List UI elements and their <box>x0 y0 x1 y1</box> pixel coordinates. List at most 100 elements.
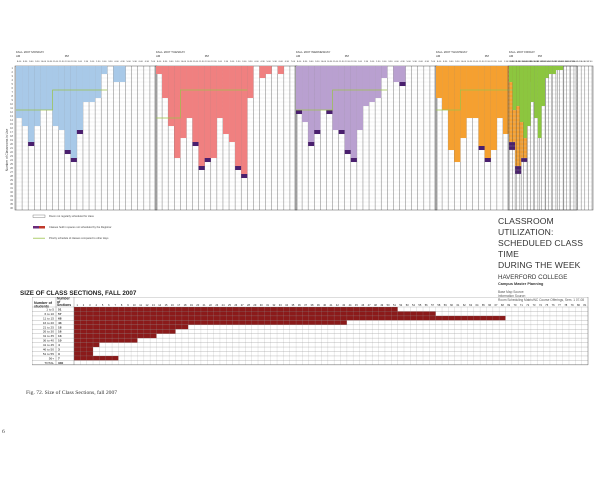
time-tick-label: 11:00 <box>333 61 339 63</box>
y-tick-label: 29 <box>10 178 13 182</box>
day-label: FALL 2007 TUESDAY <box>156 50 185 54</box>
time-tick-label: 6:30 <box>285 61 290 63</box>
usage-bar <box>302 66 309 122</box>
time-tick-label: 3:30 <box>108 61 113 63</box>
column-number: 45 <box>355 303 358 307</box>
row-label: 51 to 55 <box>43 352 54 356</box>
usage-bar <box>484 66 491 158</box>
column-number: 57 <box>431 303 434 307</box>
usage-bar <box>28 66 35 142</box>
column-number: 22 <box>209 303 212 307</box>
time-tick-label: 4:00 <box>114 61 119 63</box>
usage-bar <box>235 66 242 166</box>
row-label: 16 to 20 <box>43 321 54 325</box>
usage-bar <box>515 66 522 166</box>
capacity-line <box>16 89 108 111</box>
y-tick-label: 15 <box>10 122 13 126</box>
col-header-students: Number of students <box>34 301 53 309</box>
y-tick-label: 32 <box>10 190 13 194</box>
usage-bar <box>490 66 497 150</box>
time-tick-label: 2:30 <box>516 61 521 63</box>
section-bar <box>74 333 157 339</box>
time-tick-label: 8:00 <box>437 61 442 63</box>
usage-bar <box>332 66 339 130</box>
column-number: 61 <box>456 303 459 307</box>
overflow-bar <box>484 158 491 162</box>
time-tick-label: 1:00 <box>545 61 550 63</box>
time-tick-label: 3:00 <box>559 61 564 63</box>
am-label: AM <box>156 54 161 58</box>
overflow-bar <box>198 166 205 170</box>
time-tick-label: 9:00 <box>516 61 521 63</box>
time-tick-label: 4:30 <box>570 61 575 63</box>
y-tick-label: 3 <box>12 74 14 78</box>
time-tick-label: 3:00 <box>522 61 527 63</box>
time-tick-label: 7:00 <box>588 61 593 63</box>
usage-bar <box>356 66 363 130</box>
row-section-count: 3 <box>58 352 60 356</box>
time-tick-label: 8:00 <box>157 61 162 63</box>
row-section-count: 43 <box>58 321 62 325</box>
column-number: 49 <box>380 303 383 307</box>
usage-bar <box>326 66 333 110</box>
time-tick-label: 10:00 <box>41 61 47 63</box>
y-tick-label: 17 <box>10 130 13 134</box>
am-label: AM <box>509 54 514 58</box>
time-tick-label: 3:30 <box>563 61 568 63</box>
column-number: 10 <box>133 303 136 307</box>
column-number: 34 <box>285 303 288 307</box>
time-tick-label: 10:30 <box>327 61 333 63</box>
usage-bar <box>516 66 520 106</box>
column-number: 15 <box>165 303 168 307</box>
usage-bar <box>296 66 303 110</box>
overflow-bar <box>235 166 242 170</box>
time-tick-label: 11:30 <box>59 61 65 63</box>
usage-bar <box>375 66 382 98</box>
y-tick-label: 12 <box>10 110 13 114</box>
source-notes: Base Map Source: Information Source: Roo… <box>498 290 600 303</box>
legend-swatch <box>33 226 39 229</box>
info-source-value: Room Scheduling Matrix/NC Course Offerin… <box>498 298 585 303</box>
time-tick-label: 10:00 <box>181 61 187 63</box>
usage-bar <box>95 66 102 98</box>
usage-bar <box>454 66 461 162</box>
time-tick-label: 8:30 <box>303 61 308 63</box>
day-label: FALL 2007 WEDNESDAY <box>296 50 330 54</box>
overflow-bar <box>344 150 351 154</box>
time-tick-label: 11:00 <box>530 61 536 63</box>
time-tick-label: 4:30 <box>260 61 265 63</box>
column-number: 3 <box>89 303 91 307</box>
column-number: 20 <box>196 303 199 307</box>
time-tick-label: 5:00 <box>546 61 551 63</box>
y-tick-label: 7 <box>12 90 14 94</box>
row-section-count: 68 <box>58 316 62 320</box>
column-number: 78 <box>564 303 567 307</box>
usage-bar <box>180 66 187 138</box>
usage-bar <box>70 66 77 158</box>
column-number: 76 <box>552 303 555 307</box>
y-tick-label: 8 <box>12 94 14 98</box>
time-tick-label: 2:30 <box>556 61 561 63</box>
usage-bar <box>512 66 517 110</box>
column-number: 59 <box>444 303 447 307</box>
usage-bar <box>277 66 284 74</box>
y-tick-label: 2 <box>12 70 14 74</box>
time-tick-label: 5:00 <box>574 61 579 63</box>
y-tick-label: 4 <box>12 78 14 82</box>
column-number: 65 <box>482 303 485 307</box>
time-tick-label: 3:30 <box>528 61 533 63</box>
time-tick-label: 1:30 <box>84 61 89 63</box>
time-tick-label: 9:00 <box>29 61 34 63</box>
y-axis-label: Number of Classrooms in Use <box>5 129 9 172</box>
usage-bar <box>523 66 528 138</box>
page-number: 6 <box>2 429 5 435</box>
usage-bar <box>537 66 542 138</box>
usage-bar <box>210 66 217 158</box>
time-tick-label: 12:30 <box>491 61 497 63</box>
time-tick-label: 2:00 <box>230 61 235 63</box>
usage-bar <box>541 66 546 106</box>
y-tick-label: 35 <box>10 202 13 206</box>
classroom-utilization-chart: Number of Classrooms in Use1234567891011… <box>5 50 594 240</box>
time-tick-label: 12:00 <box>485 61 491 63</box>
